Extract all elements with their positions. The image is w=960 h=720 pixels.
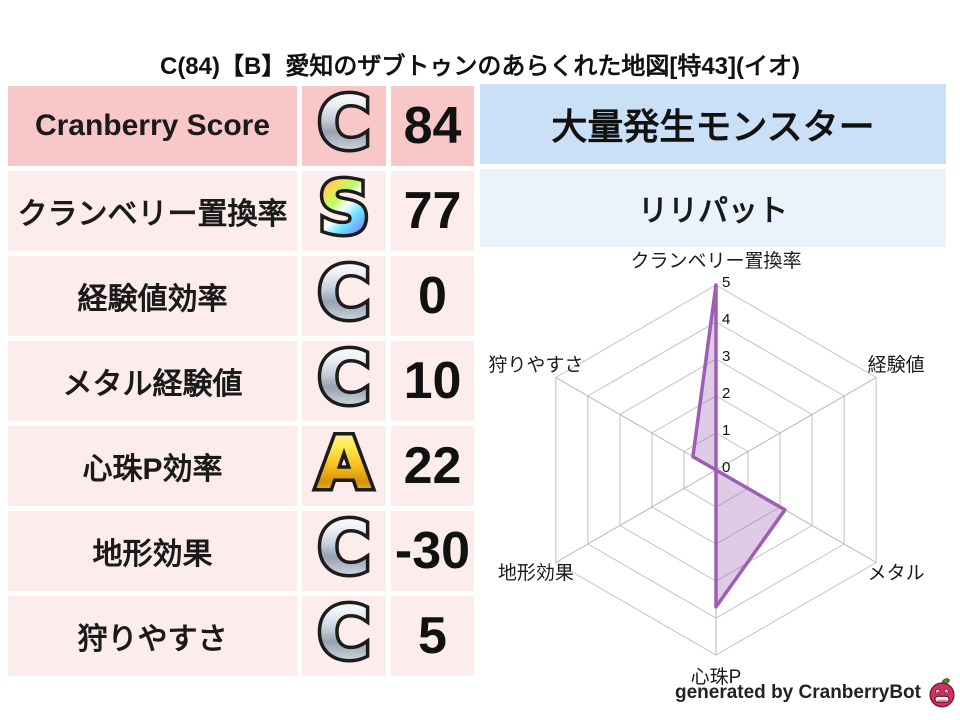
stats-row: 経験値効率 C C 0 xyxy=(8,251,474,336)
radar-axis-label: 経験値 xyxy=(868,354,925,376)
footer: generated by CranberryBot xyxy=(675,676,957,710)
radar-tick-label: 4 xyxy=(722,311,730,328)
radar-tick-label: 1 xyxy=(722,422,730,439)
stats-row: メタル経験値 C C 10 xyxy=(8,336,474,421)
grade-badge: S S xyxy=(302,166,386,251)
grade-badge: C C xyxy=(302,506,386,591)
grade-letter: A xyxy=(316,421,372,506)
stats-row: 地形効果 C C -30 xyxy=(8,506,474,591)
grade-letter: C xyxy=(317,591,371,676)
stats-table: Cranberry Score C C 84 クランベリー置換率 S S 77 … xyxy=(8,81,474,676)
stat-value: 5 xyxy=(391,596,474,676)
stat-label: クランベリー置換率 xyxy=(8,171,297,251)
radar-data-polygon xyxy=(691,283,787,609)
grade-badge: C C xyxy=(302,591,386,676)
stat-value: 10 xyxy=(391,341,474,421)
radar-tick-label: 0 xyxy=(722,459,730,476)
stats-row: クランベリー置換率 S S 77 xyxy=(8,166,474,251)
stat-label: Cranberry Score xyxy=(8,86,297,166)
radar-tick-label: 5 xyxy=(722,274,730,291)
cranberry-bot-logo-icon xyxy=(929,678,955,708)
stat-label: 心珠P効率 xyxy=(8,426,297,506)
grade-letter-outline: C xyxy=(314,594,374,673)
stat-value: 77 xyxy=(391,171,474,251)
grade-letter-outline: A xyxy=(313,424,376,503)
radar-tick-labels: 0 1 2 3 4 5 xyxy=(722,274,730,476)
grade-letter-outline: C xyxy=(314,509,374,588)
grade-letter: C xyxy=(317,81,371,166)
stat-value: 84 xyxy=(391,86,474,166)
radar-axis-label: 心珠P xyxy=(691,666,742,688)
stat-value: -30 xyxy=(391,511,474,591)
stats-row: 狩りやすさ C C 5 xyxy=(8,591,474,676)
stats-row: 心珠P効率 A A 22 xyxy=(8,421,474,506)
stat-value: 0 xyxy=(391,256,474,336)
radar-axis-label: クランベリー置換率 xyxy=(630,250,801,272)
grade-letter: C xyxy=(317,251,371,336)
grade-letter: S xyxy=(318,166,370,251)
stat-value: 22 xyxy=(391,426,474,506)
radar-tick-label: 3 xyxy=(722,348,730,365)
grade-letter-outline: C xyxy=(314,339,374,418)
grade-letter-outline: S xyxy=(315,169,374,248)
radar-tick-label: 2 xyxy=(722,385,730,402)
grade-badge: A A xyxy=(302,421,386,506)
grade-letter: C xyxy=(317,336,371,421)
stats-row: Cranberry Score C C 84 xyxy=(8,81,474,166)
stat-label: 経験値効率 xyxy=(8,256,297,336)
grade-letter-outline: C xyxy=(314,254,374,333)
monster-panel-header: 大量発生モンスター xyxy=(480,84,946,164)
monster-panel-value: リリパット xyxy=(480,169,946,247)
grade-badge: C C xyxy=(302,336,386,421)
grade-badge: C C xyxy=(302,251,386,336)
stat-label: メタル経験値 xyxy=(8,341,297,421)
grade-letter-outline: C xyxy=(314,84,374,163)
footer-credit: generated by CranberryBot xyxy=(674,682,921,703)
radar-axis-label: 地形効果 xyxy=(498,562,574,584)
stat-label: 地形効果 xyxy=(8,511,297,591)
grade-badge: C C xyxy=(302,81,386,166)
page-title: C(84)【B】愛知のザブトゥンのあらくれた地図[特43](イオ) xyxy=(159,53,800,80)
grade-letter: C xyxy=(317,506,371,591)
radar-axis-label: メタル xyxy=(868,562,925,584)
stat-label: 狩りやすさ xyxy=(8,596,297,676)
radar-axis-label: 狩りやすさ xyxy=(488,354,583,376)
